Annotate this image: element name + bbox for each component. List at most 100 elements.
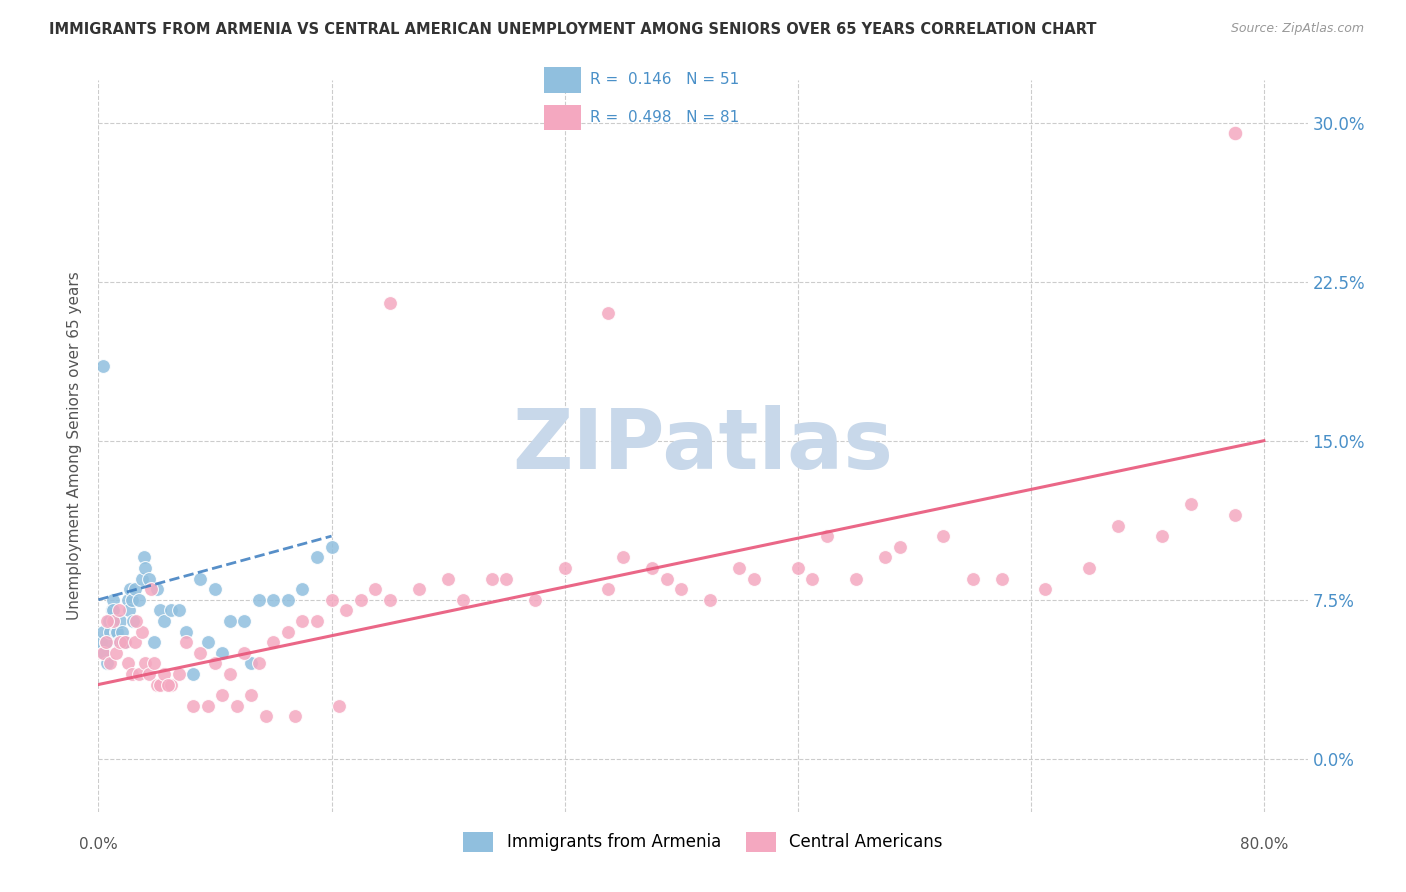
Text: ZIPatlas: ZIPatlas	[513, 406, 893, 486]
Point	[131, 572, 153, 586]
Point	[149, 677, 172, 691]
Point	[1078, 561, 1101, 575]
Point	[218, 614, 240, 628]
Point	[815, 529, 838, 543]
Point	[118, 603, 141, 617]
Point	[990, 572, 1012, 586]
Point	[190, 646, 212, 660]
Point	[728, 561, 751, 575]
Point	[1033, 582, 1056, 596]
Point	[233, 614, 256, 628]
Point	[139, 582, 162, 596]
Point	[845, 572, 868, 586]
Text: R =  0.146   N = 51: R = 0.146 N = 51	[591, 72, 740, 87]
Point	[218, 667, 240, 681]
Point	[91, 646, 114, 660]
Point	[262, 592, 284, 607]
Point	[174, 635, 197, 649]
Point	[94, 635, 117, 649]
Point	[91, 359, 114, 374]
Point	[111, 624, 134, 639]
Point	[437, 572, 460, 586]
Point	[291, 614, 314, 628]
Point	[132, 550, 155, 565]
Point	[167, 603, 190, 617]
Point	[160, 677, 183, 691]
Point	[211, 688, 233, 702]
Point	[786, 561, 808, 575]
Point	[98, 657, 121, 671]
Point	[101, 592, 124, 607]
Point	[153, 614, 176, 628]
Point	[1107, 518, 1129, 533]
Point	[90, 635, 112, 649]
Point	[451, 592, 474, 607]
Point	[121, 592, 143, 607]
Point	[889, 540, 911, 554]
Point	[495, 572, 517, 586]
Point	[124, 635, 146, 649]
Point	[277, 624, 299, 639]
Point	[699, 592, 721, 607]
Point	[142, 657, 165, 671]
Point	[211, 646, 233, 660]
Bar	[544, 67, 581, 93]
Point	[149, 603, 172, 617]
Point	[138, 572, 160, 586]
Point	[247, 657, 270, 671]
Point	[291, 582, 314, 596]
Point	[110, 635, 132, 649]
Point	[134, 657, 156, 671]
Point	[124, 582, 146, 596]
Point	[1223, 126, 1246, 140]
Point	[114, 635, 136, 649]
Point	[350, 592, 373, 607]
Point	[128, 667, 150, 681]
Point	[277, 592, 299, 607]
Point	[101, 603, 124, 617]
Point	[1223, 508, 1246, 522]
Point	[142, 635, 165, 649]
Point	[181, 698, 204, 713]
Text: 80.0%: 80.0%	[1240, 837, 1288, 852]
Text: 0.0%: 0.0%	[79, 837, 118, 852]
Point	[120, 582, 142, 596]
Point	[160, 603, 183, 617]
Point	[197, 698, 219, 713]
Bar	[544, 104, 581, 130]
Point	[145, 582, 167, 596]
Point	[122, 614, 145, 628]
Point	[100, 603, 122, 617]
Point	[94, 635, 117, 649]
Point	[598, 306, 620, 320]
Point	[108, 635, 131, 649]
Point	[554, 561, 576, 575]
Point	[247, 592, 270, 607]
Point	[128, 592, 150, 607]
Point	[378, 296, 401, 310]
Point	[104, 624, 127, 639]
Point	[284, 709, 307, 723]
Point	[96, 657, 118, 671]
Point	[125, 614, 148, 628]
Point	[145, 677, 167, 691]
Point	[481, 572, 503, 586]
Point	[105, 624, 128, 639]
Point	[204, 657, 226, 671]
Point	[669, 582, 692, 596]
Point	[305, 614, 328, 628]
Point	[157, 677, 180, 691]
Point	[1180, 497, 1202, 511]
Point	[742, 572, 765, 586]
Point	[524, 592, 547, 607]
Point	[378, 592, 401, 607]
Point	[181, 667, 204, 681]
Point	[641, 561, 664, 575]
Legend: Immigrants from Armenia, Central Americans: Immigrants from Armenia, Central America…	[457, 826, 949, 858]
Y-axis label: Unemployment Among Seniors over 65 years: Unemployment Among Seniors over 65 years	[67, 272, 83, 620]
Point	[655, 572, 678, 586]
Point	[93, 646, 115, 660]
Text: Source: ZipAtlas.com: Source: ZipAtlas.com	[1230, 22, 1364, 36]
Point	[875, 550, 897, 565]
Point	[134, 561, 156, 575]
